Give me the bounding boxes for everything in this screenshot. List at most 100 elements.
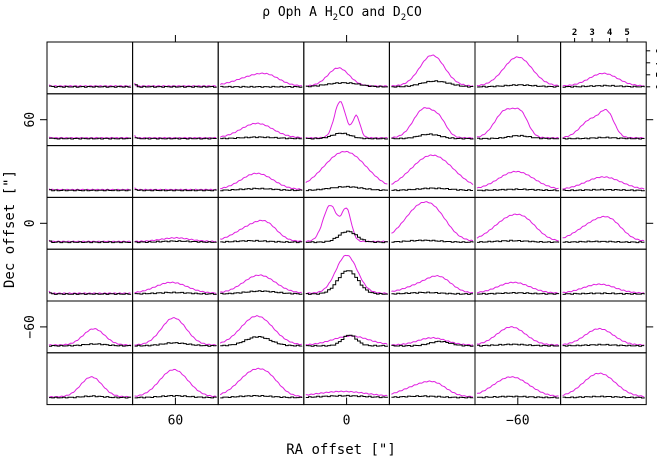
h2co-spectrum-line: [220, 274, 302, 294]
h2co-spectrum-line: [391, 201, 474, 242]
d2co-spectrum-step: [305, 185, 388, 192]
h2co-spectrum-line: [476, 170, 559, 190]
d2co-spectrum-step: [391, 133, 474, 140]
h2co-spectrum-line: [391, 336, 474, 346]
h2co-spectrum-line: [134, 368, 217, 398]
inner-x-tick-label: 5: [624, 28, 629, 38]
spectrum-panel: [388, 41, 476, 95]
spectrum-panel: [560, 300, 647, 354]
d2co-spectrum-step: [220, 136, 303, 140]
spectrum-panel: [303, 300, 390, 354]
inner-y-tick-label: 0: [653, 84, 657, 89]
h2co-spectrum-line: [562, 372, 645, 398]
spectrum-panel: [217, 248, 305, 302]
spectrum-panel: [560, 41, 647, 95]
d2co-spectrum-step: [562, 84, 645, 88]
h2co-spectrum-line: [219, 122, 302, 139]
h2co-spectrum-line: [220, 172, 302, 191]
d2co-spectrum-step: [477, 188, 560, 192]
y-axis-label: Dec offset ["]: [2, 170, 18, 288]
x-tick-label: −60: [506, 414, 529, 429]
d2co-spectrum-step: [134, 137, 217, 140]
h2co-spectrum-line: [562, 215, 645, 242]
d2co-spectrum-step: [220, 395, 303, 399]
x-tick-label: 60: [168, 414, 184, 429]
d2co-spectrum-step: [220, 336, 303, 347]
d2co-spectrum-step: [49, 240, 132, 244]
h2co-spectrum-line: [305, 150, 388, 185]
h2co-spectrum-line: [48, 327, 131, 347]
h2co-spectrum-line: [134, 281, 217, 294]
spectrum-panel: [132, 248, 219, 302]
spectrum-panel: [474, 248, 562, 302]
h2co-spectrum-line: [476, 56, 559, 87]
y-tick-label: 60: [23, 112, 38, 128]
spectrum-panel: [388, 93, 476, 147]
spectrum-panel: [388, 248, 476, 302]
h2co-spectrum-line: [562, 108, 645, 139]
spectrum-panel: [132, 145, 219, 198]
d2co-spectrum-step: [562, 395, 645, 399]
d2co-spectrum-step: [220, 85, 303, 88]
h2co-spectrum-line: [391, 380, 474, 398]
h2co-spectrum-line: [305, 254, 388, 295]
d2co-spectrum-step: [562, 292, 645, 295]
d2co-spectrum-step: [477, 343, 560, 347]
spectrum-panel: [46, 41, 134, 95]
h2co-spectrum-line: [477, 281, 559, 294]
d2co-spectrum-step: [305, 82, 388, 88]
d2co-spectrum-step: [477, 292, 560, 295]
spectrum-panel: [217, 145, 305, 198]
d2co-spectrum-step: [391, 187, 473, 192]
spectrum-panel: [132, 93, 219, 147]
d2co-spectrum-step: [134, 240, 217, 244]
d2co-spectrum-step: [134, 84, 217, 88]
spectrum-panel: [46, 248, 134, 302]
spectrum-panel: [217, 300, 305, 354]
h2co-spectrum-line: [219, 315, 302, 346]
h2co-spectrum-line: [219, 367, 302, 398]
d2co-spectrum-step: [391, 395, 474, 399]
d2co-spectrum-step: [220, 239, 303, 244]
d2co-spectrum-step: [305, 270, 388, 295]
h2co-spectrum-line: [134, 316, 217, 346]
h2co-spectrum-line: [391, 154, 474, 185]
chart-title: ρ Oph A H2CO and D2CO: [262, 5, 422, 23]
spectrum-panel: [474, 145, 562, 198]
spectra-panels: [46, 41, 647, 406]
outer-axis-ticks: 60 0 −60 60 0 −60: [23, 35, 654, 429]
spectrum-panel: [303, 248, 390, 302]
d2co-spectrum-step: [562, 240, 645, 244]
spectrum-panel: [46, 352, 134, 406]
d2co-spectrum-step: [49, 343, 132, 347]
h2co-spectrum-line: [391, 54, 474, 87]
spectrum-panel: [474, 352, 562, 406]
spectrum-panel: [560, 145, 647, 198]
d2co-spectrum-step: [391, 239, 474, 243]
h2co-spectrum-line: [48, 376, 131, 398]
inner-y-tick-label: 2: [653, 72, 657, 77]
h2co-spectrum-line: [220, 219, 302, 243]
inner-axis-ticks: 2 3 4 5 0 2 4 6: [572, 28, 657, 90]
spectrum-panel: [46, 145, 134, 198]
h2co-spectrum-line: [305, 205, 388, 243]
spectrum-panel: [132, 41, 219, 95]
spectrum-panel: [560, 248, 647, 302]
spectrum-panel: [388, 145, 476, 198]
spectrum-panel: [388, 300, 476, 354]
spectrum-panel: [46, 300, 134, 354]
spectrum-panel: [474, 300, 562, 354]
x-tick-label: 0: [343, 414, 351, 429]
h2co-spectrum-line: [219, 72, 302, 87]
spectrum-panel: [217, 196, 305, 250]
spectrum-panel: [46, 196, 134, 250]
h2co-spectrum-line: [477, 107, 559, 139]
d2co-spectrum-step: [220, 187, 303, 192]
h2co-spectrum-line: [562, 72, 645, 87]
inner-x-tick-label: 3: [589, 28, 594, 38]
spectrum-panel: [303, 93, 390, 147]
d2co-spectrum-step: [49, 137, 132, 140]
y-tick-label: −60: [23, 315, 38, 338]
spectrum-panel: [388, 352, 476, 406]
h2co-spectrum-line: [476, 213, 559, 242]
